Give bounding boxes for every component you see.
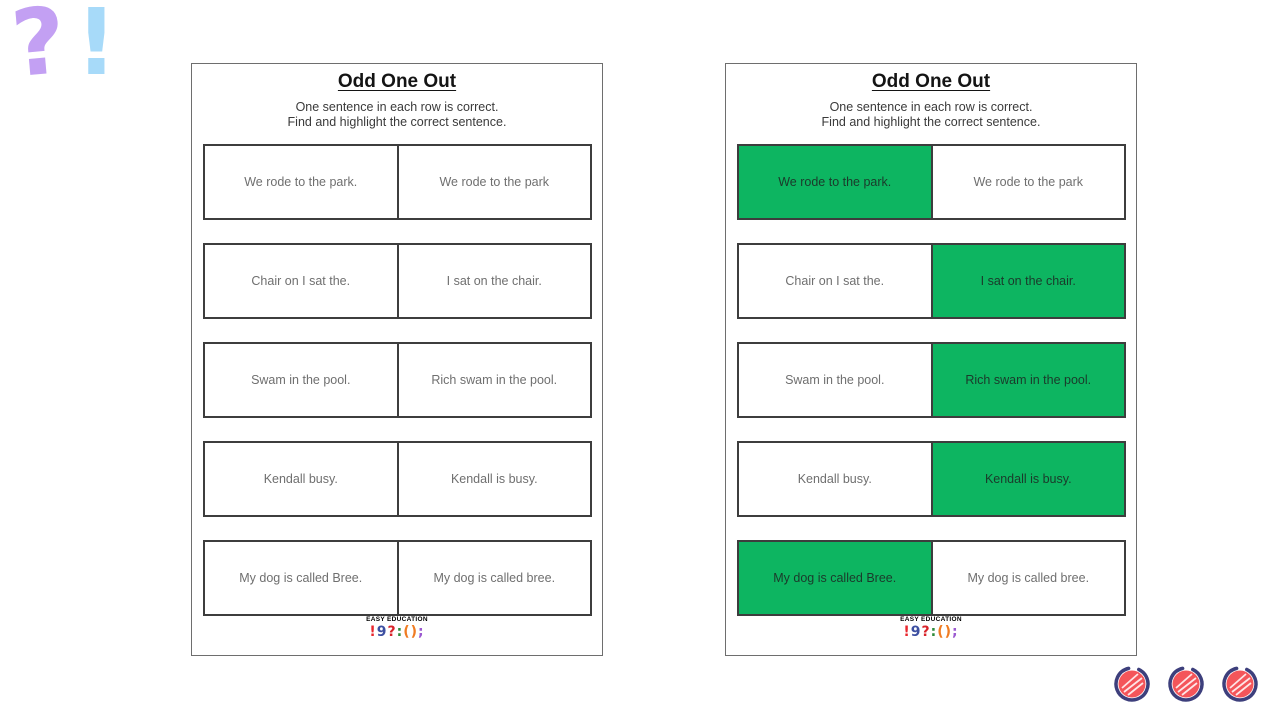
logo-glyph: ( bbox=[937, 623, 945, 640]
scribble-circle-icon bbox=[1168, 666, 1204, 702]
scribble-circle-icon bbox=[1222, 666, 1258, 702]
sentence-row: My dog is called Bree. My dog is called b… bbox=[203, 540, 592, 616]
sentence-cell[interactable]: My dog is called bree. bbox=[933, 542, 1125, 614]
sentence-text: We rode to the park. bbox=[778, 175, 892, 189]
logo-glyph: ; bbox=[952, 623, 959, 640]
sentence-cell[interactable]: My dog is called bree. bbox=[399, 542, 591, 614]
logo-glyph: 9 bbox=[910, 623, 922, 640]
instructions: One sentence in each row is correct. Fin… bbox=[192, 100, 602, 130]
sentence-text: I sat on the chair. bbox=[446, 274, 542, 288]
logo-glyph: ) bbox=[410, 623, 419, 640]
sentence-cell[interactable]: I sat on the chair. bbox=[399, 245, 591, 317]
easy-education-logo: EASY EDUCATION !9?:(); bbox=[726, 616, 1136, 639]
logo-glyph: ; bbox=[418, 623, 425, 640]
sentence-text: Chair on I sat the. bbox=[785, 274, 885, 288]
scribble-circle-group bbox=[1112, 664, 1260, 704]
sentence-cell[interactable]: Chair on I sat the. bbox=[739, 245, 933, 317]
sentence-cell-highlighted[interactable]: Rich swam in the pool. bbox=[932, 344, 1124, 416]
sentence-row: Chair on I sat the. I sat on the chair. bbox=[203, 243, 592, 319]
instructions-line-1: One sentence in each row is correct. bbox=[295, 100, 499, 114]
logo-punctuation-glyphs: !9?:(); bbox=[192, 625, 602, 639]
logo-glyph: ? bbox=[387, 623, 397, 640]
sentence-row: Swam in the pool. Rich swam in the pool. bbox=[203, 342, 592, 418]
sentence-cell[interactable]: Kendall is busy. bbox=[399, 443, 591, 515]
sentence-cell[interactable]: Rich swam in the pool. bbox=[399, 344, 591, 416]
sentence-text: Kendall is busy. bbox=[450, 472, 538, 486]
sentence-cell[interactable]: Swam in the pool. bbox=[739, 344, 933, 416]
worksheet-page-answers: Odd One Out One sentence in each row is … bbox=[725, 63, 1137, 656]
sentence-text: We rode to the park. bbox=[244, 175, 358, 189]
worksheet-page-question: Odd One Out One sentence in each row is … bbox=[191, 63, 603, 656]
sentence-text: Swam in the pool. bbox=[251, 373, 351, 387]
sentence-row: Swam in the pool. Rich swam in the pool. bbox=[737, 342, 1126, 418]
sentence-row: Kendall busy. Kendall is busy. bbox=[737, 441, 1126, 517]
logo-brand-text: EASY EDUCATION bbox=[366, 616, 428, 623]
sentence-cell[interactable]: Swam in the pool. bbox=[205, 344, 399, 416]
scribble-circle-icon bbox=[1114, 666, 1150, 702]
sentence-rows: We rode to the park. We rode to the park C… bbox=[737, 144, 1126, 639]
sentence-text: My dog is called Bree. bbox=[773, 571, 897, 585]
sentence-cell[interactable]: My dog is called Bree. bbox=[205, 542, 399, 614]
logo-glyph: ( bbox=[403, 623, 411, 640]
sentence-text: Rich swam in the pool. bbox=[965, 373, 1092, 387]
sentence-row: Chair on I sat the. I sat on the chair. bbox=[737, 243, 1126, 319]
sentence-text: Swam in the pool. bbox=[785, 373, 885, 387]
sentence-text: We rode to the park bbox=[973, 175, 1084, 189]
sentence-cell-highlighted[interactable]: My dog is called Bree. bbox=[739, 542, 933, 614]
instructions-line-1: One sentence in each row is correct. bbox=[829, 100, 1033, 114]
sentence-row: We rode to the park. We rode to the park bbox=[203, 144, 592, 220]
sentence-cell[interactable]: We rode to the park. bbox=[205, 146, 399, 218]
sentence-cell-highlighted[interactable]: We rode to the park. bbox=[739, 146, 933, 218]
sentence-text: Kendall busy. bbox=[263, 472, 338, 486]
sentence-text: Rich swam in the pool. bbox=[431, 373, 558, 387]
sentence-row: My dog is called Bree. My dog is called b… bbox=[737, 540, 1126, 616]
instructions: One sentence in each row is correct. Fin… bbox=[726, 100, 1136, 130]
logo-glyph: : bbox=[396, 623, 404, 640]
sentence-text: Kendall busy. bbox=[797, 472, 872, 486]
logo-glyph: ? bbox=[921, 623, 931, 640]
logo-glyph: ! bbox=[369, 623, 377, 640]
sentence-cell[interactable]: Kendall busy. bbox=[739, 443, 933, 515]
page-title: Odd One Out bbox=[337, 71, 457, 92]
question-exclamation-decoration: ? ! bbox=[7, 0, 118, 98]
logo-glyph: ) bbox=[944, 623, 953, 640]
sentence-row: We rode to the park. We rode to the park bbox=[737, 144, 1126, 220]
sentence-text: Kendall is busy. bbox=[984, 472, 1072, 486]
sentence-cell[interactable]: We rode to the park bbox=[933, 146, 1125, 218]
sentence-text: We rode to the park bbox=[439, 175, 550, 189]
sentence-cell-highlighted[interactable]: I sat on the chair. bbox=[932, 245, 1124, 317]
exclamation-mark-icon: ! bbox=[75, 0, 118, 96]
logo-glyph: : bbox=[930, 623, 938, 640]
sentence-cell-highlighted[interactable]: Kendall is busy. bbox=[932, 443, 1124, 515]
instructions-line-2: Find and highlight the correct sentence. bbox=[287, 115, 507, 129]
sentence-cell[interactable]: We rode to the park bbox=[399, 146, 591, 218]
instructions-line-2: Find and highlight the correct sentence. bbox=[821, 115, 1041, 129]
sentence-cell[interactable]: Chair on I sat the. bbox=[205, 245, 399, 317]
sentence-text: My dog is called bree. bbox=[433, 571, 556, 585]
sentence-text: My dog is called Bree. bbox=[239, 571, 363, 585]
logo-glyph: ! bbox=[903, 623, 911, 640]
sentence-cell[interactable]: Kendall busy. bbox=[205, 443, 399, 515]
page-title: Odd One Out bbox=[871, 71, 991, 92]
sentence-rows: We rode to the park. We rode to the park C… bbox=[203, 144, 592, 639]
sentence-text: I sat on the chair. bbox=[980, 274, 1076, 288]
sentence-text: Chair on I sat the. bbox=[251, 274, 351, 288]
question-mark-icon: ? bbox=[7, 0, 70, 99]
logo-punctuation-glyphs: !9?:(); bbox=[726, 625, 1136, 639]
sentence-text: My dog is called bree. bbox=[967, 571, 1090, 585]
sentence-row: Kendall busy. Kendall is busy. bbox=[203, 441, 592, 517]
logo-brand-text: EASY EDUCATION bbox=[900, 616, 962, 623]
easy-education-logo: EASY EDUCATION !9?:(); bbox=[192, 616, 602, 639]
logo-glyph: 9 bbox=[376, 623, 388, 640]
